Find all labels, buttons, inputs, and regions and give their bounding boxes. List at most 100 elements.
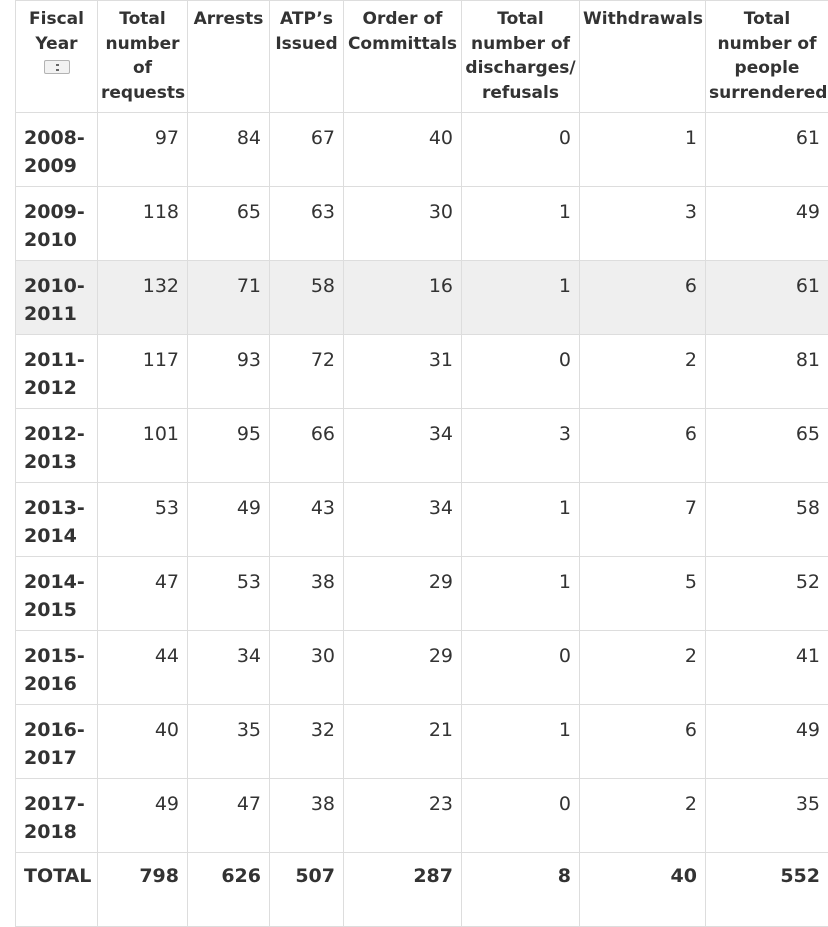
fiscal-year-cell: 2014-2015 (16, 557, 98, 631)
requests-cell: 132 (98, 261, 188, 335)
arrests-cell: 35 (188, 705, 270, 779)
discharges-cell: 1 (462, 261, 580, 335)
requests-cell: 101 (98, 409, 188, 483)
atps-cell: 507 (270, 853, 344, 927)
header-row: Fiscal Year Total number of requests Arr… (16, 1, 828, 113)
arrests-cell: 84 (188, 113, 270, 187)
arrests-cell: 34 (188, 631, 270, 705)
header-atps-issued: ATP’s Issued (270, 1, 344, 113)
requests-cell: 97 (98, 113, 188, 187)
committals-cell: 40 (344, 113, 462, 187)
withdrawals-cell: 2 (580, 779, 706, 853)
fiscal-year-cell: 2017-2018 (16, 779, 98, 853)
surrendered-cell: 35 (706, 779, 828, 853)
requests-cell: 117 (98, 335, 188, 409)
discharges-cell: 1 (462, 705, 580, 779)
fiscal-year-cell: 2008-2009 (16, 113, 98, 187)
committals-cell: 287 (344, 853, 462, 927)
withdrawals-cell: 2 (580, 631, 706, 705)
requests-cell: 49 (98, 779, 188, 853)
fiscal-year-cell: 2016-2017 (16, 705, 98, 779)
atps-cell: 38 (270, 779, 344, 853)
atps-cell: 43 (270, 483, 344, 557)
atps-cell: 67 (270, 113, 344, 187)
fiscal-year-cell: 2012-2013 (16, 409, 98, 483)
withdrawals-cell: 3 (580, 187, 706, 261)
discharges-cell: 8 (462, 853, 580, 927)
discharges-cell: 1 (462, 557, 580, 631)
arrests-cell: 49 (188, 483, 270, 557)
committals-cell: 31 (344, 335, 462, 409)
discharges-cell: 1 (462, 187, 580, 261)
header-withdrawals: Withdrawals (580, 1, 706, 113)
committals-cell: 29 (344, 557, 462, 631)
fiscal-year-cell: 2009-2010 (16, 187, 98, 261)
header-arrests: Arrests (188, 1, 270, 113)
requests-cell: 40 (98, 705, 188, 779)
surrendered-cell: 61 (706, 261, 828, 335)
withdrawals-cell: 6 (580, 409, 706, 483)
withdrawals-cell: 40 (580, 853, 706, 927)
withdrawals-cell: 7 (580, 483, 706, 557)
discharges-cell: 0 (462, 335, 580, 409)
atps-cell: 66 (270, 409, 344, 483)
requests-cell: 798 (98, 853, 188, 927)
surrendered-cell: 65 (706, 409, 828, 483)
table-header: Fiscal Year Total number of requests Arr… (16, 1, 828, 113)
withdrawals-cell: 5 (580, 557, 706, 631)
atps-cell: 63 (270, 187, 344, 261)
arrests-cell: 95 (188, 409, 270, 483)
atps-cell: 58 (270, 261, 344, 335)
committals-cell: 34 (344, 483, 462, 557)
discharges-cell: 0 (462, 113, 580, 187)
atps-cell: 38 (270, 557, 344, 631)
withdrawals-cell: 1 (580, 113, 706, 187)
arrests-cell: 65 (188, 187, 270, 261)
arrests-cell: 71 (188, 261, 270, 335)
sort-icon[interactable] (44, 60, 70, 74)
atps-cell: 30 (270, 631, 344, 705)
requests-cell: 47 (98, 557, 188, 631)
extradition-table: Fiscal Year Total number of requests Arr… (15, 0, 828, 927)
requests-cell: 118 (98, 187, 188, 261)
atps-cell: 32 (270, 705, 344, 779)
fiscal-year-cell: 2010-2011 (16, 261, 98, 335)
discharges-cell: 0 (462, 631, 580, 705)
surrendered-cell: 49 (706, 187, 828, 261)
header-label: Fiscal Year (29, 9, 84, 54)
committals-cell: 16 (344, 261, 462, 335)
surrendered-cell: 41 (706, 631, 828, 705)
header-total-requests: Total number of requests (98, 1, 188, 113)
withdrawals-cell: 6 (580, 705, 706, 779)
committals-cell: 30 (344, 187, 462, 261)
header-order-of-committals: Order of Committals (344, 1, 462, 113)
header-fiscal-year[interactable]: Fiscal Year (16, 1, 98, 113)
arrests-cell: 626 (188, 853, 270, 927)
withdrawals-cell: 6 (580, 261, 706, 335)
fiscal-year-cell: TOTAL (16, 853, 98, 927)
surrendered-cell: 81 (706, 335, 828, 409)
arrests-cell: 93 (188, 335, 270, 409)
header-discharges-refusals: Total number of discharges/ refusals (462, 1, 580, 113)
arrests-cell: 47 (188, 779, 270, 853)
fiscal-year-cell: 2015-2016 (16, 631, 98, 705)
discharges-cell: 1 (462, 483, 580, 557)
header-people-surrendered: Total number of people surrendered (706, 1, 828, 113)
atps-cell: 72 (270, 335, 344, 409)
surrendered-cell: 58 (706, 483, 828, 557)
requests-cell: 53 (98, 483, 188, 557)
withdrawals-cell: 2 (580, 335, 706, 409)
surrendered-cell: 61 (706, 113, 828, 187)
fiscal-year-cell: 2011-2012 (16, 335, 98, 409)
surrendered-cell: 49 (706, 705, 828, 779)
